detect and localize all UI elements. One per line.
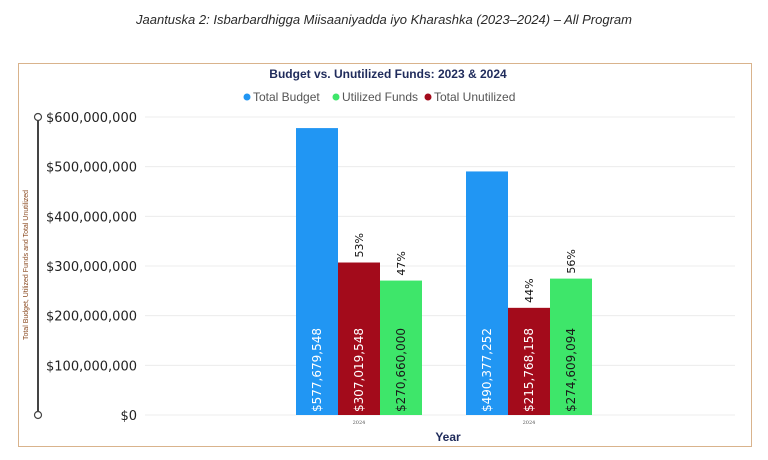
bar-value-label: $307,019,548 — [352, 328, 366, 412]
bars: $577,679,548 $307,019,548 53% $270,660,000 4… — [296, 128, 592, 416]
bar — [508, 307, 550, 415]
bar-value-label: $215,768,158 — [522, 328, 536, 412]
y-tick-label: $500,000,000 — [46, 161, 137, 176]
chart-title: Budget vs. Unutilized Funds: 2023 & 2024 — [269, 67, 507, 81]
y-tick-label: $200,000,000 — [46, 310, 137, 325]
y-tick-label: $400,000,000 — [46, 210, 137, 225]
x-axis-label: Year — [435, 430, 461, 444]
y-axis-label: Total Budget, Utilized Funds and Total U… — [23, 190, 30, 340]
bar-percent-label: 56% — [565, 249, 578, 273]
y-tick-label: $100,000,000 — [46, 359, 137, 374]
bar-percent-label: 47% — [395, 251, 408, 275]
bar-value-label: $274,609,094 — [564, 328, 578, 412]
bar — [550, 278, 592, 415]
figure-caption: Jaantuska 2: Isbarbardhigga Miisaaniyadd… — [136, 12, 632, 27]
gridlines — [145, 116, 735, 416]
legend-marker — [424, 93, 432, 101]
bar-percent-label: 53% — [353, 233, 366, 257]
x-axis: 2024 2024 — [353, 420, 536, 426]
y-tick-label: $300,000,000 — [46, 260, 137, 275]
bar — [338, 262, 380, 415]
bar-value-label: $490,377,252 — [480, 328, 494, 412]
y-tick-label: $600,000,000 — [46, 111, 137, 126]
legend-label: Total Unutilized — [434, 90, 515, 104]
bar-value-label: $270,660,000 — [394, 328, 408, 412]
bar-value-label: $577,679,548 — [310, 328, 324, 412]
y-axis: $0 $100,000,000 $200,000,000 $300,000,000 $4… — [33, 111, 137, 424]
y-axis-slider-handle-top — [33, 112, 43, 122]
legend-marker — [243, 93, 251, 101]
legend: Total Budget Utilized Funds Total Unutiliz… — [243, 90, 515, 104]
bar — [380, 280, 422, 415]
x-tick-label: 2024 — [353, 420, 366, 426]
legend-label: Utilized Funds — [342, 90, 418, 104]
y-axis-slider-handle-bottom — [33, 410, 43, 420]
legend-label: Total Budget — [253, 90, 320, 104]
y-tick-label: $0 — [120, 409, 137, 424]
bar-percent-label: 44% — [523, 278, 536, 302]
bar — [296, 128, 338, 416]
bar — [466, 171, 508, 415]
legend-marker — [332, 93, 340, 101]
x-tick-label: 2024 — [523, 420, 536, 426]
